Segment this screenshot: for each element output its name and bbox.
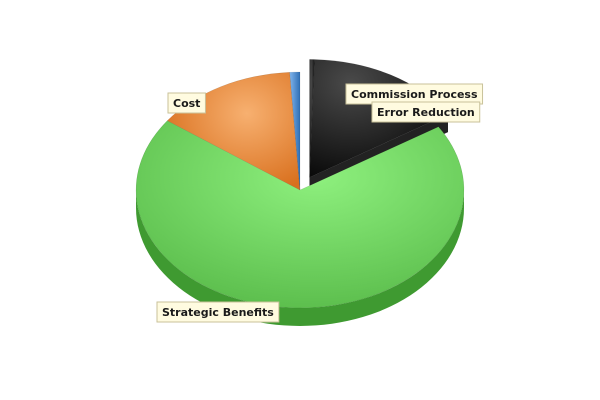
label-commission-process: Commission Process xyxy=(345,83,484,105)
slice-label-text: Error Reduction xyxy=(377,106,475,119)
pie-slice-commission-process[interactable] xyxy=(309,59,315,178)
pie-slice-strategic-benefits[interactable] xyxy=(135,120,465,309)
slice-label-box xyxy=(167,92,206,114)
slice-label-text: Commission Process xyxy=(351,88,478,101)
label-cost: Cost xyxy=(167,92,206,114)
slice-label-text: Strategic Benefits xyxy=(162,306,274,319)
slice-label-box xyxy=(156,301,280,323)
slice-label-box xyxy=(371,101,481,123)
label-strategic-benefits: Strategic Benefits xyxy=(156,301,280,323)
pie-slice-unlabeled-4[interactable] xyxy=(289,71,301,191)
label-error-reduction: Error Reduction xyxy=(371,101,481,123)
slice-label-text: Cost xyxy=(173,97,200,110)
